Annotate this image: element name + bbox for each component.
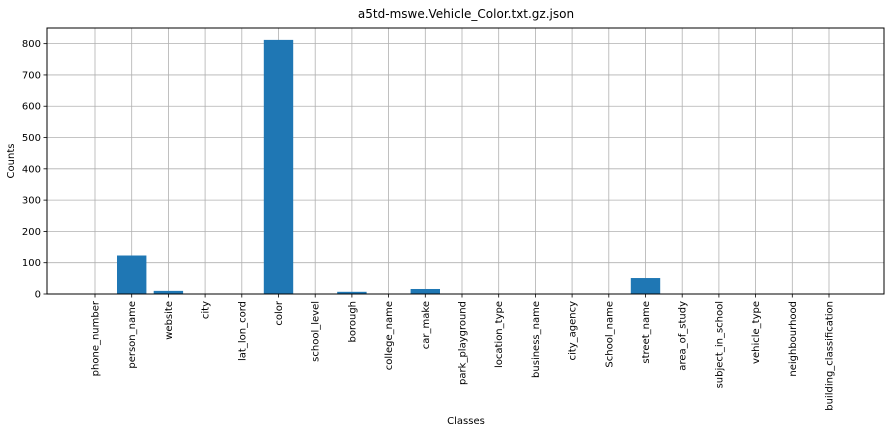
x-tick-label: person_name <box>127 301 138 369</box>
x-tick-label: vehicle_type <box>751 301 762 364</box>
x-axis: phone_number person_name website city lat_lo… <box>91 294 836 411</box>
x-tick-label: neighbourhood <box>788 301 799 377</box>
x-tick-label: School_name <box>604 301 615 368</box>
bar-street_name <box>630 278 661 294</box>
x-tick-label: area_of_study <box>678 301 689 371</box>
grid-layer <box>47 28 884 295</box>
x-tick-label: color <box>274 300 285 326</box>
bar-borough <box>337 291 367 294</box>
x-tick-label: business_name <box>531 301 542 378</box>
y-tick-label: 200 <box>22 227 41 238</box>
x-axis-label: Classes <box>447 416 485 427</box>
y-tick-label: 500 <box>22 133 41 144</box>
bar-car_make <box>410 288 440 294</box>
y-tick-label: 100 <box>22 258 41 269</box>
x-tick-label: lat_lon_cord <box>237 301 248 361</box>
x-tick-label: college_name <box>384 301 395 370</box>
x-tick-label: building_classification <box>825 301 836 411</box>
y-tick-label: 400 <box>22 164 41 175</box>
x-tick-label: school_level <box>311 301 322 362</box>
y-tick-label: 700 <box>22 70 41 81</box>
y-axis-label: Counts <box>6 144 17 179</box>
y-tick-label: 300 <box>22 196 41 207</box>
x-tick-label: park_playground <box>458 301 469 385</box>
y-tick-label: 600 <box>22 102 41 113</box>
x-tick-label: city <box>201 301 212 319</box>
y-tick-label: 800 <box>22 39 41 50</box>
plot-frame <box>46 27 885 295</box>
bar-layer <box>117 39 661 294</box>
bar-person_name <box>117 255 147 294</box>
x-tick-label: street_name <box>641 301 652 364</box>
x-tick-label: location_type <box>494 301 505 368</box>
x-tick-label: city_agency <box>568 301 579 361</box>
bar-website <box>153 290 184 294</box>
x-tick-label: subject_in_school <box>714 301 725 388</box>
x-tick-label: website <box>164 301 175 340</box>
y-axis: 0 100 200 300 400 500 600 700 800 <box>22 39 47 301</box>
x-tick-label: borough <box>347 301 358 343</box>
y-tick-label: 0 <box>35 290 41 301</box>
bar-color <box>263 39 294 294</box>
chart-title: a5td-mswe.Vehicle_Color.txt.gz.json <box>358 7 574 21</box>
x-tick-label: phone_number <box>91 300 102 376</box>
x-tick-label: car_make <box>421 301 432 349</box>
